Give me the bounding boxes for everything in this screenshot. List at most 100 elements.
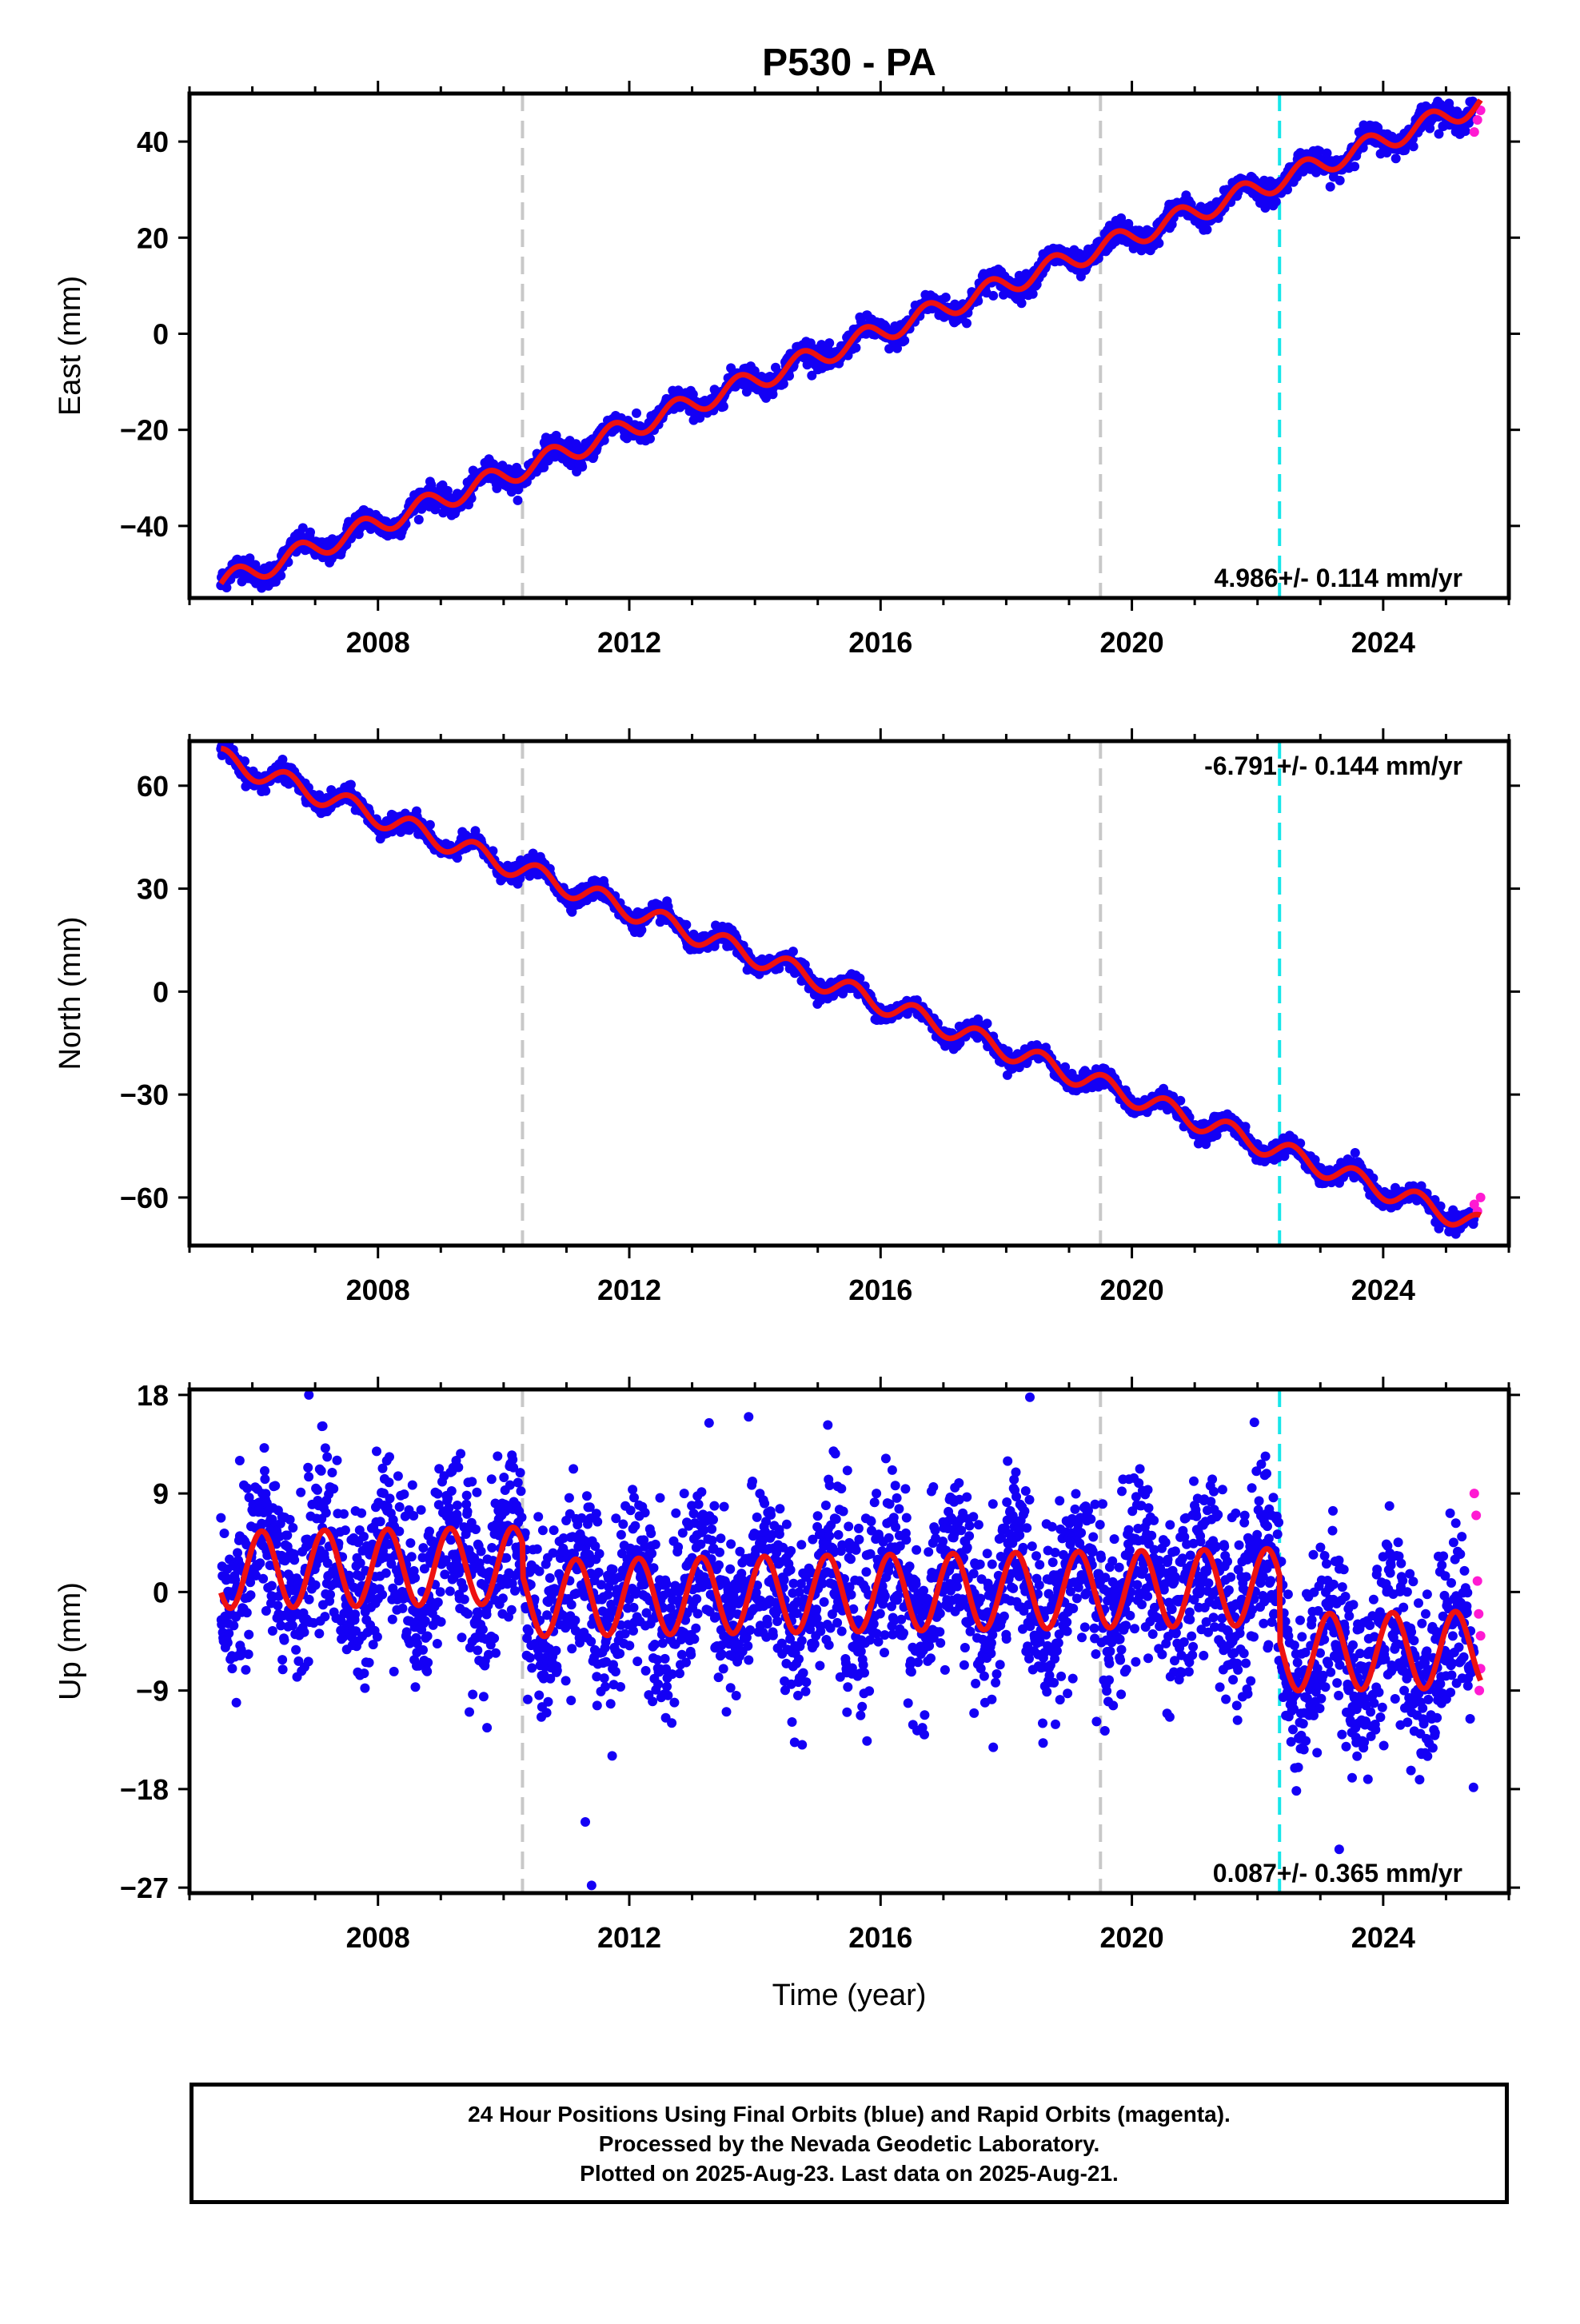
data-point xyxy=(289,1555,299,1565)
model-fit-line xyxy=(221,100,1480,584)
data-point xyxy=(317,1466,326,1476)
x-tick-label: 2012 xyxy=(597,626,661,659)
data-point xyxy=(322,1452,332,1461)
data-point xyxy=(303,1463,313,1473)
rapid-point xyxy=(1470,127,1479,137)
y-tick-label: 30 xyxy=(137,873,169,906)
data-point xyxy=(941,293,951,302)
y-tick-label: −30 xyxy=(120,1078,169,1111)
data-point xyxy=(1271,197,1281,206)
data-point xyxy=(314,1628,324,1638)
final-orbit-points xyxy=(216,1378,1478,1890)
data-point xyxy=(414,515,424,524)
data-point xyxy=(277,1655,287,1664)
data-point xyxy=(339,1509,349,1519)
data-point xyxy=(260,1466,269,1476)
data-point xyxy=(341,1525,350,1535)
data-point xyxy=(318,1421,328,1431)
rate-label: 4.986+/- 0.114 mm/yr xyxy=(1215,564,1462,592)
data-point xyxy=(851,343,860,353)
data-point xyxy=(313,1485,322,1495)
plot-area-north xyxy=(216,737,1485,1246)
data-point xyxy=(346,780,356,790)
data-point xyxy=(278,1664,288,1674)
data-point xyxy=(305,528,315,537)
data-point xyxy=(227,1664,237,1673)
data-point xyxy=(273,1600,283,1610)
data-point xyxy=(988,291,998,301)
data-point xyxy=(229,1620,238,1630)
data-point xyxy=(333,1456,342,1465)
data-point xyxy=(632,409,641,418)
data-point xyxy=(900,336,909,345)
data-point xyxy=(327,1468,337,1477)
data-point xyxy=(681,920,691,930)
data-point xyxy=(1326,182,1335,192)
data-point xyxy=(1409,142,1418,151)
data-point xyxy=(824,338,834,348)
data-point xyxy=(261,786,270,795)
data-point xyxy=(304,1472,313,1481)
y-tick-label: 40 xyxy=(137,126,169,158)
data-point xyxy=(321,1508,331,1517)
y-tick-label: −60 xyxy=(120,1182,169,1214)
plot-area-up xyxy=(216,1378,1485,1893)
final-orbit-points xyxy=(216,737,1478,1238)
data-point xyxy=(220,1529,229,1538)
x-tick-label: 2016 xyxy=(848,626,912,659)
data-point xyxy=(425,820,435,830)
y-tick-label: 60 xyxy=(137,770,169,803)
data-point xyxy=(359,1532,369,1541)
data-point xyxy=(1350,161,1359,171)
data-point xyxy=(216,1513,225,1523)
data-point xyxy=(260,1474,269,1484)
data-point xyxy=(280,1636,289,1645)
data-point xyxy=(1203,225,1212,234)
data-point xyxy=(264,1378,273,1388)
x-tick-label: 2008 xyxy=(346,1274,410,1306)
data-point xyxy=(255,1558,265,1568)
data-point xyxy=(244,1630,253,1640)
data-point xyxy=(288,1523,297,1533)
data-point xyxy=(223,1638,233,1648)
data-point xyxy=(719,402,728,412)
y-axis-label: North (mm) xyxy=(54,916,87,1070)
data-point xyxy=(267,1581,277,1591)
data-point xyxy=(300,1628,309,1637)
y-tick-label: 0 xyxy=(153,317,169,350)
data-point xyxy=(962,318,972,328)
data-point xyxy=(645,434,655,444)
x-tick-label: 2008 xyxy=(346,626,410,659)
data-point xyxy=(296,1488,305,1497)
data-point xyxy=(268,1626,277,1636)
rate-label: -6.791+/- 0.144 mm/yr xyxy=(1204,751,1462,780)
data-point xyxy=(232,1698,241,1708)
data-point xyxy=(321,1443,330,1453)
data-point xyxy=(365,1658,374,1668)
data-point xyxy=(1335,176,1345,185)
data-point xyxy=(360,1684,369,1693)
data-point xyxy=(1154,238,1163,248)
data-point xyxy=(258,1574,268,1584)
data-point xyxy=(242,1608,252,1617)
plot-area-east xyxy=(216,94,1485,598)
rapid-point xyxy=(1476,1193,1486,1202)
data-point xyxy=(1351,1148,1360,1158)
x-tick-label: 2016 xyxy=(848,1274,912,1306)
data-point xyxy=(246,1590,256,1600)
data-point xyxy=(305,1595,314,1604)
data-point xyxy=(329,1484,338,1493)
data-point xyxy=(270,1481,280,1491)
data-point xyxy=(304,1656,313,1666)
data-point xyxy=(261,1489,270,1498)
y-tick-label: 0 xyxy=(153,975,169,1008)
data-point xyxy=(320,1612,329,1621)
chart-title: P530 - PA xyxy=(762,42,936,84)
y-tick-label: 20 xyxy=(137,221,169,254)
data-point xyxy=(350,1609,360,1619)
